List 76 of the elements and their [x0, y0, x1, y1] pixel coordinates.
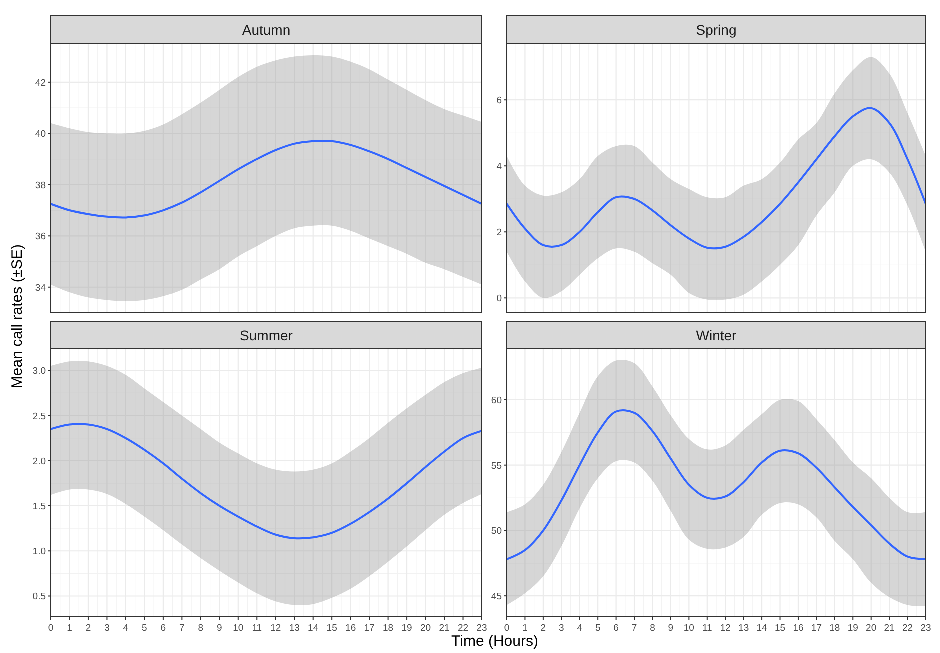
x-tick-label: 22 — [458, 623, 469, 634]
x-tick-label: 0 — [504, 623, 510, 634]
x-tick-label: 10 — [684, 623, 694, 634]
y-tick-label: 60 — [491, 395, 502, 406]
x-tick-label: 13 — [738, 623, 750, 634]
x-tick-label: 4 — [123, 623, 129, 634]
y-tick-label: 38 — [35, 180, 46, 192]
x-tick-label: 9 — [668, 623, 674, 634]
x-tick-label: 18 — [383, 623, 394, 634]
y-tick-label: 40 — [35, 129, 46, 140]
x-tick-label: 12 — [720, 623, 731, 634]
x-tick-label: 18 — [830, 623, 840, 634]
x-tick-label: 11 — [252, 623, 262, 634]
x-tick-label: 1 — [67, 623, 72, 634]
y-tick-label: 6 — [496, 96, 502, 107]
x-tick-label: 23 — [476, 623, 488, 634]
x-tick-label: 17 — [811, 623, 822, 634]
x-tick-label: 7 — [180, 623, 185, 634]
x-tick-label: 5 — [142, 623, 148, 634]
x-tick-label: 23 — [920, 623, 932, 634]
chart-title: Winter — [696, 328, 738, 344]
x-tick-label: 8 — [650, 623, 656, 634]
line-series — [51, 140, 482, 219]
x-tick-label: 3 — [104, 623, 110, 634]
x-tick-label: 7 — [632, 623, 638, 634]
x-tick-label: 16 — [346, 623, 356, 634]
y-tick-label: 2.0 — [32, 456, 46, 468]
x-tick-label: 4 — [577, 623, 583, 634]
x-tick-label: 12 — [270, 623, 282, 634]
x-tick-label: 19 — [402, 623, 412, 634]
x-tick-label: 3 — [559, 623, 564, 634]
y-tick-label: 1.5 — [32, 502, 46, 513]
line-series — [51, 423, 482, 540]
x-tick-label: 13 — [289, 623, 300, 634]
x-tick-label: 16 — [793, 623, 804, 634]
x-tick-label: 0 — [48, 623, 54, 634]
y-tick-label: 34 — [35, 282, 46, 294]
y-tick-label: 45 — [491, 592, 502, 603]
chart-title: Summer — [240, 328, 294, 344]
y-tick-label: 2 — [496, 228, 502, 239]
x-tick-label: 10 — [233, 623, 244, 634]
x-tick-label: 21 — [884, 623, 895, 634]
x-tick-label: 2 — [540, 623, 546, 634]
x-axis-title: Time (Hours) — [452, 633, 538, 650]
x-tick-label: 8 — [198, 623, 204, 634]
x-tick-label: 17 — [364, 623, 375, 634]
x-tick-label: 11 — [702, 623, 712, 634]
x-tick-label: 15 — [326, 623, 338, 634]
x-tick-label: 15 — [774, 623, 786, 634]
x-tick-label: 20 — [420, 623, 432, 634]
x-tick-label: 14 — [308, 623, 319, 634]
chart-title: Spring — [696, 22, 737, 38]
x-tick-label: 6 — [614, 623, 619, 634]
y-tick-label: 36 — [35, 232, 46, 243]
x-tick-label: 22 — [902, 623, 914, 634]
x-tick-label: 9 — [217, 623, 222, 634]
line-series — [507, 107, 926, 250]
x-tick-label: 21 — [439, 623, 450, 634]
y-tick-label: 1.0 — [32, 546, 46, 558]
x-tick-label: 6 — [160, 623, 166, 634]
x-tick-label: 19 — [848, 623, 858, 634]
y-tick-label: 0.5 — [32, 592, 46, 603]
y-tick-label: 55 — [491, 460, 502, 472]
y-tick-label: 0 — [496, 294, 502, 305]
x-tick-label: 20 — [866, 623, 877, 634]
chart-title: Autumn — [242, 22, 291, 38]
y-tick-label: 2.5 — [32, 411, 46, 422]
y-axis-title: Mean call rates (±SE) — [9, 244, 26, 389]
x-tick-label: 5 — [595, 623, 601, 634]
x-tick-label: 2 — [86, 623, 92, 634]
x-tick-label: 14 — [756, 623, 768, 634]
y-tick-label: 50 — [491, 526, 502, 538]
y-tick-label: 4 — [496, 162, 502, 173]
y-tick-label: 42 — [35, 78, 46, 89]
y-tick-label: 3.0 — [32, 366, 46, 378]
x-tick-label: 1 — [522, 623, 528, 634]
